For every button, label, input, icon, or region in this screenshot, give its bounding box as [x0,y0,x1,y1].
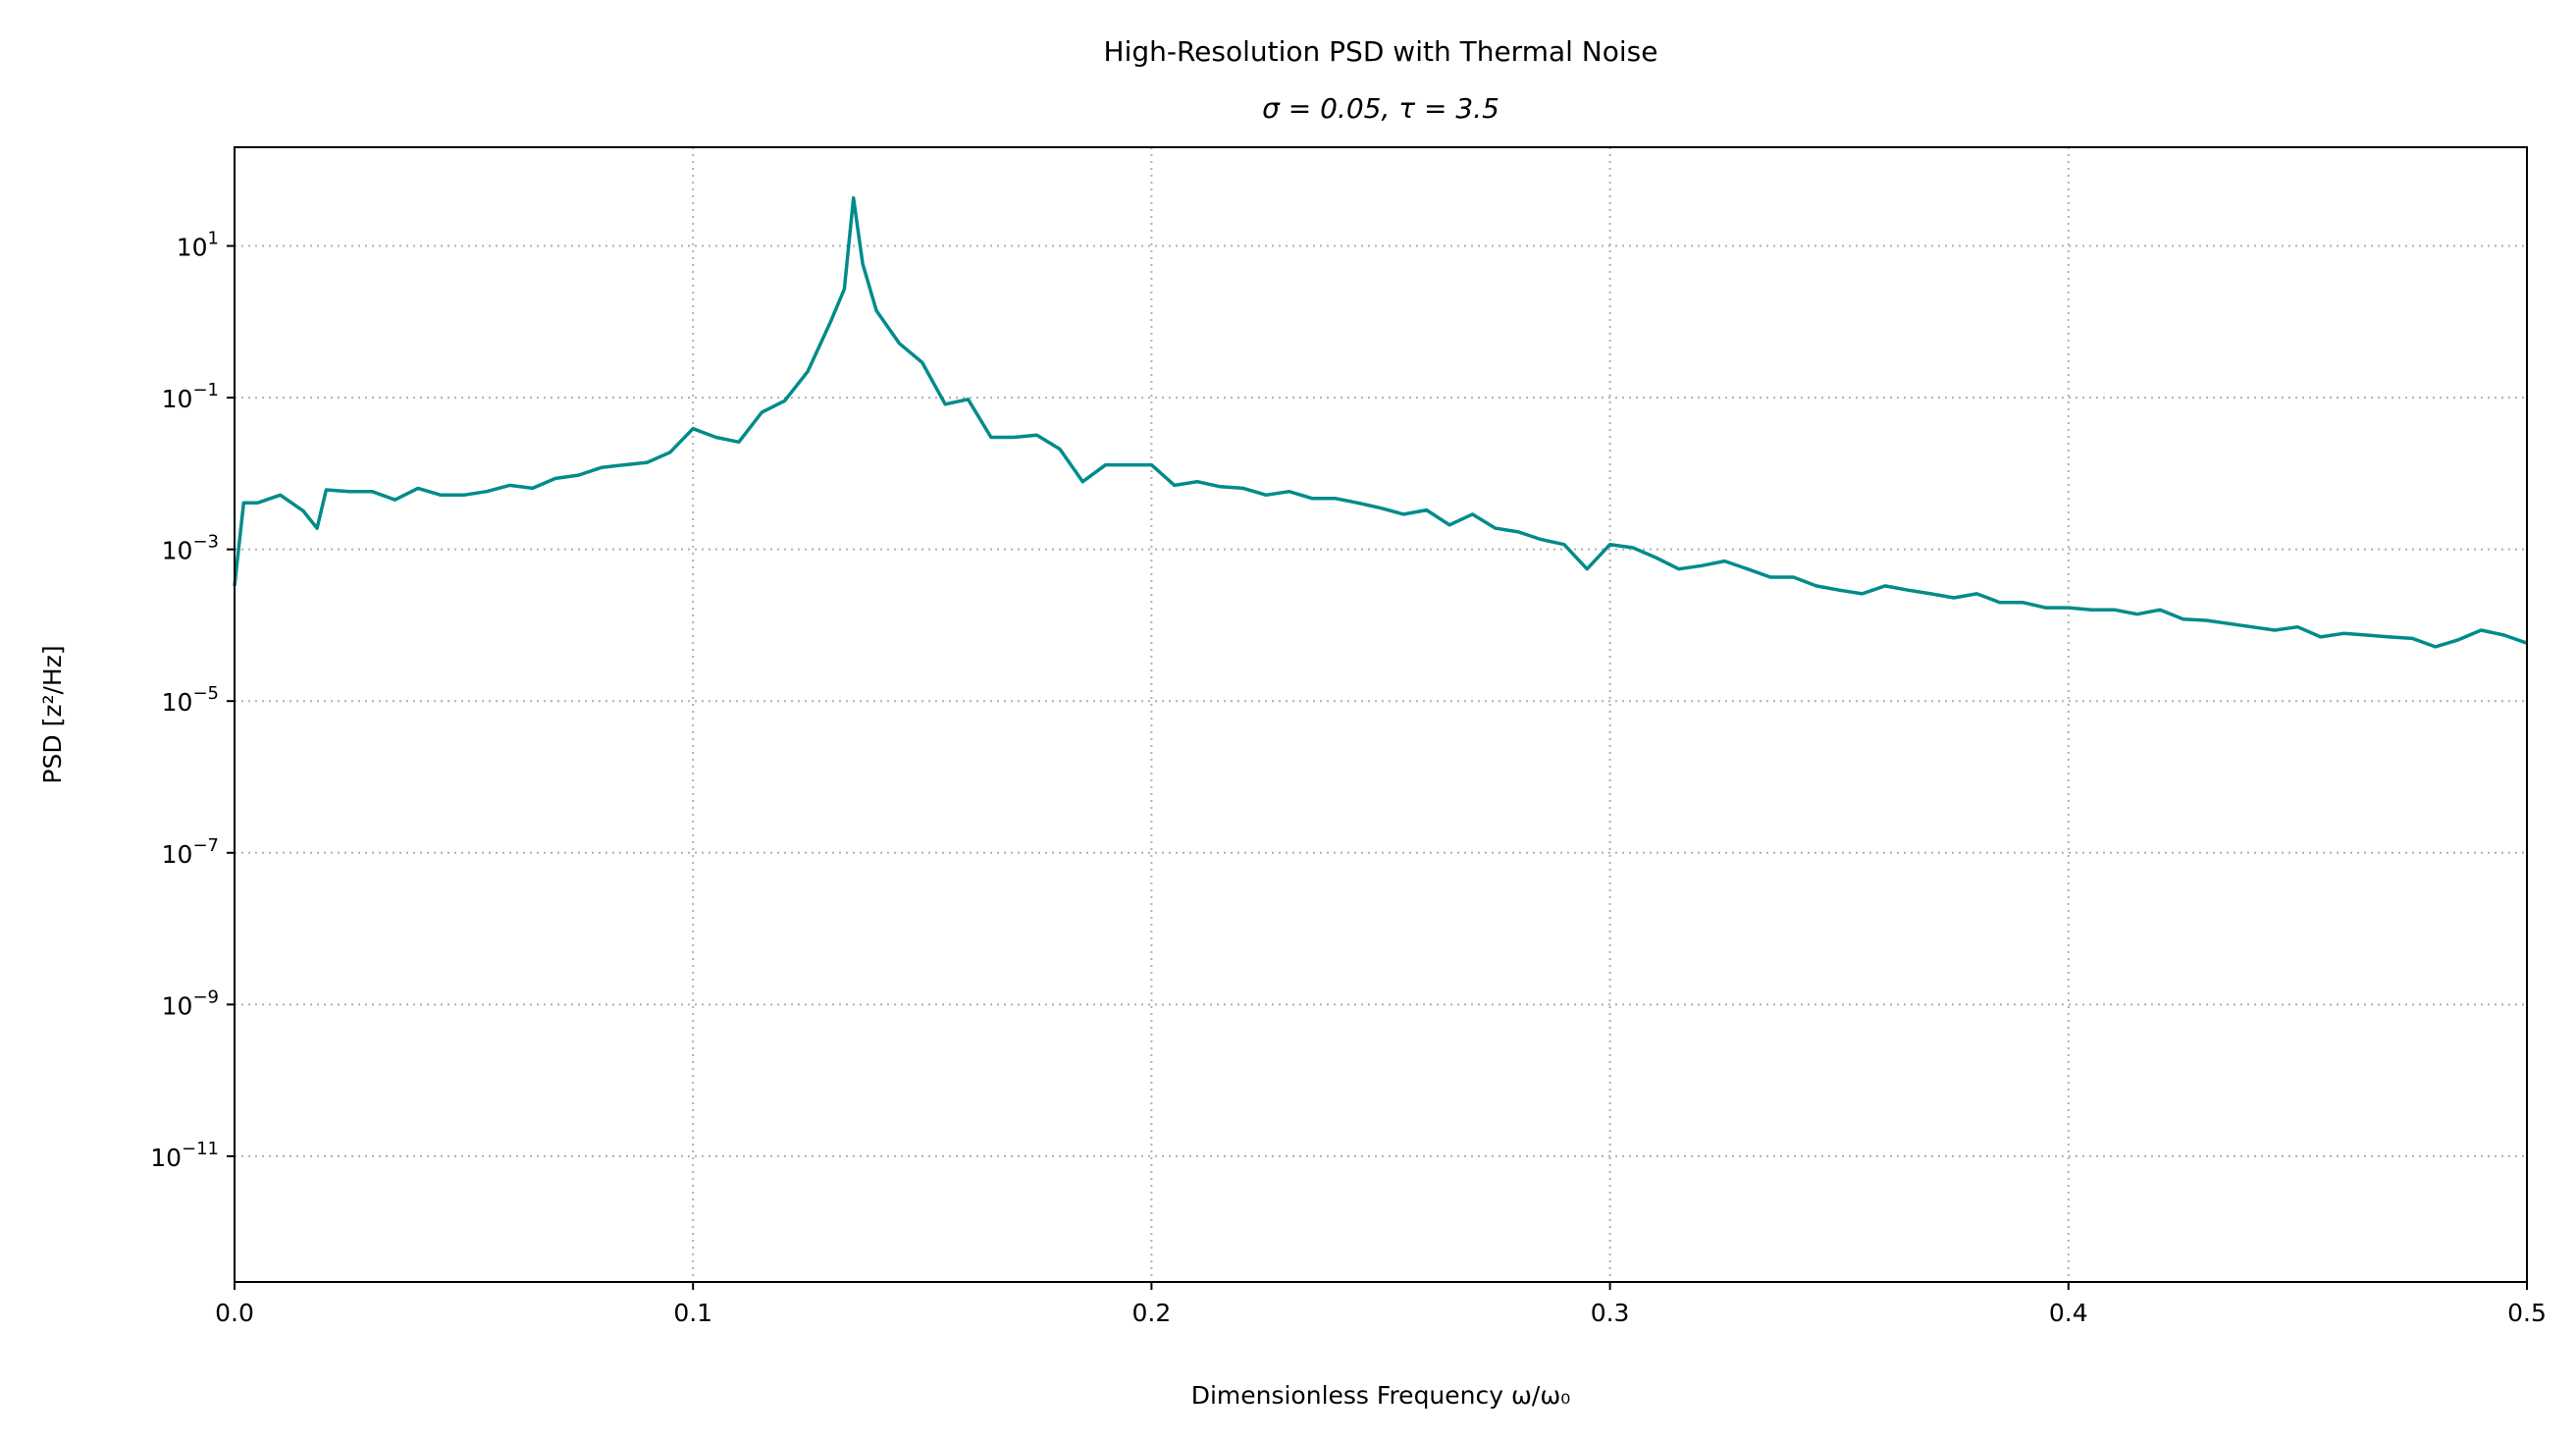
y-tick-label: 10−9 [162,987,219,1020]
y-tick-label: 101 [177,229,219,262]
x-axis: 0.0 0.1 0.2 0.3 0.4 0.5 [215,1282,2547,1327]
x-tick-label: 0.1 [673,1299,712,1327]
y-tick-label: 10−7 [162,835,219,869]
y-tick-label: 10−5 [162,683,219,717]
y-axis-label: PSD [z²/Hz] [38,645,67,783]
x-tick-label: 0.5 [2507,1299,2547,1327]
x-tick-label: 0.0 [215,1299,254,1327]
x-axis-label: Dimensionless Frequency ω/ω₀ [1191,1381,1571,1410]
y-axis: 101 10−1 10−3 10−5 10−7 10−9 10−11 [150,229,235,1172]
x-tick-label: 0.4 [2049,1299,2088,1327]
plot-area [233,195,2528,649]
axes-frame [234,146,2528,1283]
x-tick-label: 0.3 [1591,1299,1630,1327]
y-tick-label: 10−3 [162,532,219,565]
chart-title: High-Resolution PSD with Thermal Noise [1104,35,1658,68]
x-tick-label: 0.2 [1132,1299,1172,1327]
y-tick-label: 10−11 [150,1139,219,1172]
psd-line [233,195,2528,649]
y-tick-label: 10−1 [162,380,219,413]
chart-subtitle: σ = 0.05, τ = 3.5 [1262,92,1499,125]
grid [234,147,2528,1282]
